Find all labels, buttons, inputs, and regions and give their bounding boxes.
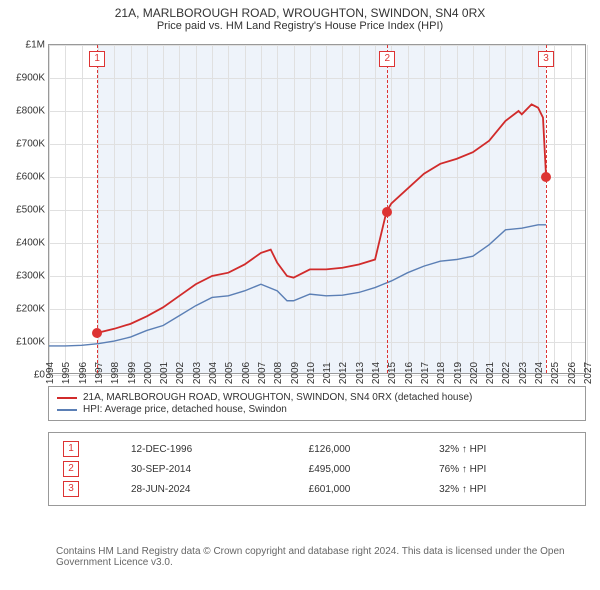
legend-swatch — [57, 397, 77, 399]
y-tick-label: £100K — [16, 337, 49, 348]
y-tick-label: £1M — [26, 40, 49, 51]
sale-marker-dot — [382, 207, 392, 217]
sale-marker-line — [546, 45, 547, 373]
event-price: £601,000 — [303, 479, 433, 499]
sale-marker-dot — [541, 172, 551, 182]
sale-marker-dot — [92, 328, 102, 338]
event-row: 1 12-DEC-1996£126,00032% ↑ HPI — [57, 439, 577, 459]
legend-row: 21A, MARLBOROUGH ROAD, WROUGHTON, SWINDO… — [57, 392, 577, 403]
legend-label: HPI: Average price, detached house, Swin… — [83, 404, 287, 415]
legend-label: 21A, MARLBOROUGH ROAD, WROUGHTON, SWINDO… — [83, 392, 472, 403]
y-tick-label: £900K — [16, 73, 49, 84]
event-price: £126,000 — [303, 439, 433, 459]
chart-title: 21A, MARLBOROUGH ROAD, WROUGHTON, SWINDO… — [0, 0, 600, 20]
chart-subtitle: Price paid vs. HM Land Registry's House … — [0, 20, 600, 36]
event-date: 30-SEP-2014 — [125, 459, 303, 479]
sale-marker-box: 3 — [538, 51, 554, 67]
y-tick-label: £200K — [16, 304, 49, 315]
event-date: 12-DEC-1996 — [125, 439, 303, 459]
event-row: 3 28-JUN-2024£601,00032% ↑ HPI — [57, 479, 577, 499]
chart-plot: £0£100K£200K£300K£400K£500K£600K£700K£80… — [48, 44, 586, 374]
sale-marker-line — [97, 45, 98, 373]
gridline-v — [587, 45, 588, 373]
event-date: 28-JUN-2024 — [125, 479, 303, 499]
event-marker: 1 — [63, 441, 79, 457]
event-row: 2 30-SEP-2014£495,00076% ↑ HPI — [57, 459, 577, 479]
series-price — [97, 104, 546, 333]
event-pct: 76% ↑ HPI — [433, 459, 577, 479]
legend-row: HPI: Average price, detached house, Swin… — [57, 404, 577, 415]
y-tick-label: £700K — [16, 139, 49, 150]
y-tick-label: £500K — [16, 205, 49, 216]
sale-marker-box: 2 — [379, 51, 395, 67]
event-marker: 2 — [63, 461, 79, 477]
footer-attribution: Contains HM Land Registry data © Crown c… — [48, 542, 600, 572]
events-table: 1 12-DEC-1996£126,00032% ↑ HPI 2 30-SEP-201… — [48, 432, 586, 506]
y-tick-label: £300K — [16, 271, 49, 282]
sale-marker-box: 1 — [89, 51, 105, 67]
event-price: £495,000 — [303, 459, 433, 479]
y-tick-label: £600K — [16, 172, 49, 183]
series-svg — [49, 45, 585, 373]
y-tick-label: £800K — [16, 106, 49, 117]
event-pct: 32% ↑ HPI — [433, 479, 577, 499]
event-pct: 32% ↑ HPI — [433, 439, 577, 459]
legend: 21A, MARLBOROUGH ROAD, WROUGHTON, SWINDO… — [48, 386, 586, 421]
event-marker: 3 — [63, 481, 79, 497]
legend-swatch — [57, 409, 77, 411]
y-tick-label: £400K — [16, 238, 49, 249]
series-hpi — [49, 225, 546, 346]
